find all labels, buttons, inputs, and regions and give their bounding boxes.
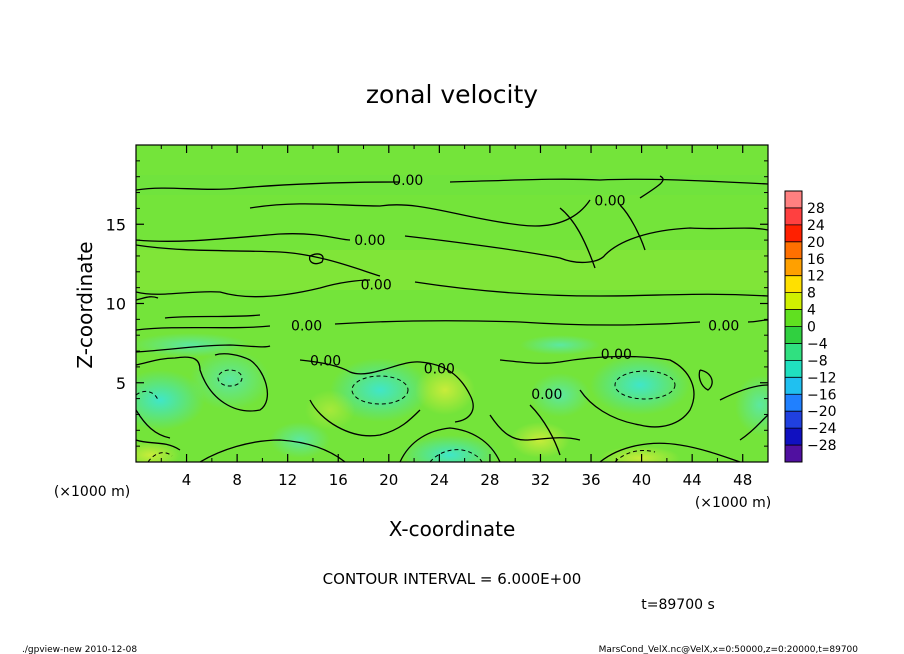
x-axis-ticks: 4 8 12 16 20 24 28 32 36 40 44 48 [160, 145, 752, 489]
footer-left: ./gpview-new 2010-12-08 [22, 645, 137, 654]
contour-label: 0.00 [708, 319, 739, 335]
colorbar-swatch [785, 224, 802, 243]
colorbar-label: 16 [807, 252, 825, 268]
y-tick-label: 10 [106, 295, 126, 314]
colorbar-swatch [785, 275, 802, 293]
contour-label: 0.00 [310, 354, 341, 370]
contour-lines-negative [136, 369, 676, 462]
x-tick-label: 48 [733, 471, 752, 489]
y-axis-ticks: 5 10 15 [106, 160, 768, 447]
contour-label: 0.00 [594, 193, 625, 209]
x-axis-label: X-coordinate [389, 517, 516, 541]
contour-label: 0.00 [392, 173, 423, 189]
x-tick-label: 32 [531, 471, 550, 489]
x-tick-label: 40 [632, 471, 651, 489]
colorbar-swatch [785, 445, 802, 463]
x-tick-label: 28 [480, 471, 499, 489]
colorbar-swatch [785, 394, 802, 412]
colorbar-label: 28 [807, 201, 825, 217]
y-tick-label: 5 [116, 374, 126, 393]
contour-label: 0.00 [361, 277, 392, 293]
footer-right: MarsCond_VelX.nc@VelX,x=0:50000,z=0:2000… [599, 645, 859, 654]
x-tick-label: 16 [329, 471, 348, 489]
contour-interval-text: CONTOUR INTERVAL = 6.000E+00 [323, 570, 582, 588]
colorbar-swatch [785, 292, 802, 310]
contour-label: 0.00 [354, 233, 385, 249]
colorbar-swatch [785, 191, 802, 209]
heatmap-field [136, 145, 768, 462]
colorbar-label: −24 [807, 421, 837, 437]
colorbar-label: −8 [807, 353, 828, 369]
contour-lines [136, 175, 768, 462]
x-tick-label: 36 [581, 471, 600, 489]
contour-label: 0.00 [531, 387, 562, 403]
colorbar-label: 4 [807, 303, 816, 319]
colorbar-swatch [785, 207, 802, 226]
colorbar-swatch [785, 326, 802, 344]
colorbar-swatch [785, 309, 802, 327]
colorbar-label: 20 [807, 235, 825, 251]
x-tick-label: 8 [232, 471, 242, 489]
colorbar-swatch [785, 343, 802, 361]
colorbar-label: 0 [807, 320, 816, 336]
colorbar-label: −16 [807, 387, 837, 403]
colorbar-label: 8 [807, 286, 816, 302]
x-tick-label: 20 [379, 471, 398, 489]
colorbar-swatch [785, 258, 802, 276]
colorbar-label: 24 [807, 218, 825, 234]
colorbar-label: −4 [807, 336, 828, 352]
contour-label: 0.00 [601, 347, 632, 363]
y-axis-label: Z-coordinate [73, 241, 97, 368]
colorbar-swatch [785, 241, 802, 260]
x-tick-label: 12 [278, 471, 297, 489]
contour-label: 0.00 [424, 361, 455, 377]
x-axis-unit-left: (×1000 m) [54, 484, 130, 500]
colorbar-label: 12 [807, 269, 825, 285]
x-tick-label: 4 [182, 471, 192, 489]
x-tick-label: 44 [683, 471, 702, 489]
chart-title: zonal velocity [366, 80, 538, 109]
colorbar-label: −28 [807, 438, 837, 454]
contour-labels: 0.00 0.00 0.00 0.00 0.00 0.00 0.00 0.00 0.00 0.00 [291, 173, 739, 403]
time-text: t=89700 s [641, 597, 715, 613]
colorbar-swatch [785, 428, 802, 446]
colorbar-label: −20 [807, 404, 837, 420]
x-axis-unit-right: (×1000 m) [695, 495, 771, 511]
colorbar-swatch [785, 377, 802, 395]
colorbar-swatch [785, 411, 802, 429]
x-tick-label: 24 [430, 471, 449, 489]
colorbar-label: −12 [807, 370, 837, 386]
contour-label: 0.00 [291, 319, 322, 335]
colorbar-swatch [785, 360, 802, 378]
y-tick-label: 15 [106, 215, 126, 234]
